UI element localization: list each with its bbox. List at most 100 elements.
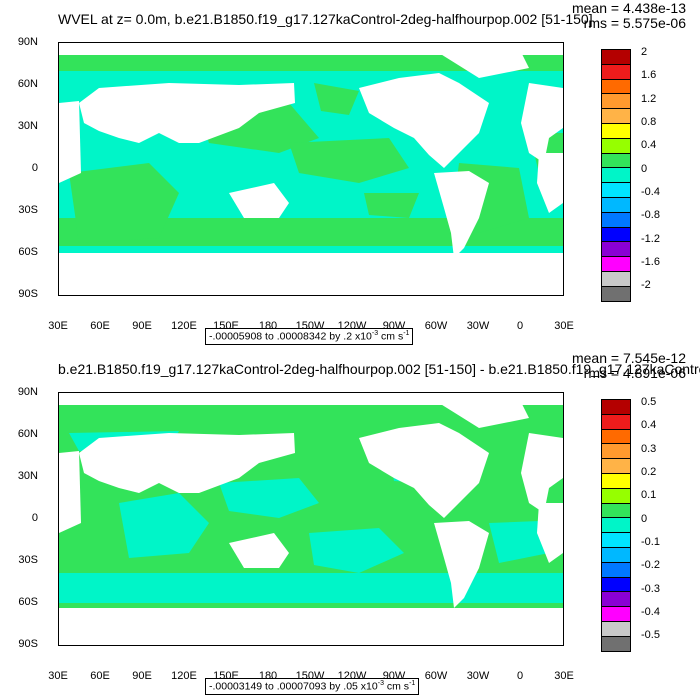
land-masses bbox=[59, 393, 563, 645]
lat-label: 90S bbox=[18, 288, 38, 300]
colorbar-box bbox=[601, 517, 631, 534]
colorbar-label: -0.2 bbox=[641, 559, 660, 571]
colorbar-label: 0.8 bbox=[641, 116, 657, 128]
panel-title: b.e21.B1850.f19_g17.127kaControl-2deg-ha… bbox=[58, 361, 700, 377]
colorbar-box bbox=[601, 591, 631, 608]
rms-stat: rms = 5.575e-06 bbox=[583, 15, 686, 31]
colorbar-box bbox=[601, 167, 631, 184]
colorbar-label: -1.6 bbox=[641, 256, 660, 268]
colorbar-box bbox=[601, 606, 631, 622]
colorbar-box bbox=[601, 532, 631, 548]
colorbar-box bbox=[601, 413, 631, 430]
mean-stat: mean = 4.438e-13 bbox=[571, 0, 686, 16]
lon-label: 120E bbox=[171, 320, 197, 332]
colorbar-box bbox=[601, 49, 631, 65]
lat-label: 30S bbox=[18, 554, 38, 566]
lon-label: 30E bbox=[554, 670, 574, 682]
lat-label: 0 bbox=[31, 162, 38, 174]
colorbar-box bbox=[601, 428, 631, 445]
colorbar-label: -0.5 bbox=[641, 629, 660, 641]
map-field bbox=[59, 43, 563, 295]
colorbar-box bbox=[601, 399, 631, 415]
lon-label: 30E bbox=[554, 320, 574, 332]
colorbar-box bbox=[601, 211, 631, 228]
colorbar-box bbox=[601, 635, 631, 652]
colorbar-box bbox=[601, 546, 631, 563]
colorbar-box bbox=[601, 93, 631, 110]
colorbar-label: 0.5 bbox=[641, 396, 657, 408]
colorbar-label: 0 bbox=[641, 513, 648, 525]
lon-label: 30E bbox=[48, 670, 68, 682]
lat-label: 0 bbox=[31, 512, 38, 524]
colorbar-box bbox=[601, 122, 631, 139]
lat-label: 30N bbox=[17, 120, 38, 132]
lon-label: 60W bbox=[424, 320, 448, 332]
colorbar-label: 0.4 bbox=[641, 419, 657, 431]
colorbar-box bbox=[601, 561, 631, 578]
map-plot bbox=[58, 42, 564, 296]
colorbar-label: 0 bbox=[641, 163, 648, 175]
lat-label: 60S bbox=[18, 246, 38, 258]
lat-label: 90S bbox=[18, 638, 38, 650]
colorbar-box bbox=[601, 63, 631, 80]
lat-label: 30S bbox=[18, 204, 38, 216]
colorbar-box bbox=[601, 472, 631, 489]
lon-label: 60E bbox=[90, 670, 110, 682]
land-masses bbox=[59, 43, 563, 295]
colorbar-label: -0.8 bbox=[641, 209, 660, 221]
lon-label: 60E bbox=[90, 320, 110, 332]
map-field bbox=[59, 393, 563, 645]
rms-stat: rms = 4.891e-06 bbox=[583, 365, 686, 381]
colorbar-box bbox=[601, 226, 631, 243]
colorbar-box bbox=[601, 576, 631, 593]
colorbar bbox=[601, 399, 631, 652]
colorbar-label: -2 bbox=[641, 279, 651, 291]
colorbar-box bbox=[601, 137, 631, 154]
colorbar-label: 0.2 bbox=[641, 466, 657, 478]
lon-label: 120E bbox=[171, 670, 197, 682]
lon-label: 60W bbox=[424, 670, 448, 682]
colorbar-label: -0.1 bbox=[641, 536, 660, 548]
colorbar-label: 1.6 bbox=[641, 69, 657, 81]
colorbar-box bbox=[601, 182, 631, 198]
lon-label: 30W bbox=[466, 670, 490, 682]
colorbar-box bbox=[601, 620, 631, 637]
lon-label: 30E bbox=[48, 320, 68, 332]
colorbar-box bbox=[601, 256, 631, 272]
lon-label: 0 bbox=[516, 670, 524, 682]
colorbar-label: 2 bbox=[641, 46, 648, 58]
panel-title: WVEL at z= 0.0m, b.e21.B1850.f19_g17.127… bbox=[58, 11, 593, 27]
panel-bottom: b.e21.B1850.f19_g17.127kaControl-2deg-ha… bbox=[0, 350, 700, 700]
colorbar-label: 0.4 bbox=[641, 139, 657, 151]
colorbar bbox=[601, 49, 631, 302]
colorbar-box bbox=[601, 196, 631, 213]
lon-label: 90E bbox=[132, 320, 152, 332]
colorbar-label: -0.4 bbox=[641, 186, 660, 198]
colorbar-label: -0.4 bbox=[641, 606, 660, 618]
colorbar-box bbox=[601, 152, 631, 169]
lat-label: 60N bbox=[17, 78, 38, 90]
lat-label: 30N bbox=[17, 470, 38, 482]
colorbar-box bbox=[601, 487, 631, 504]
colorbar-box bbox=[601, 108, 631, 124]
colorbar-label: -0.3 bbox=[641, 583, 660, 595]
lat-label: 60S bbox=[18, 596, 38, 608]
colorbar-label: 0.3 bbox=[641, 443, 657, 455]
panel-top: WVEL at z= 0.0m, b.e21.B1850.f19_g17.127… bbox=[17, 0, 686, 345]
mean-stat: mean = 7.545e-12 bbox=[571, 350, 686, 366]
colorbar-box bbox=[601, 285, 631, 302]
colorbar-box bbox=[601, 78, 631, 95]
lon-label: 0 bbox=[516, 320, 524, 332]
colorbar-box bbox=[601, 270, 631, 287]
colorbar-box bbox=[601, 458, 631, 474]
contour-range-box: -.00005908 to .00008342 by .2 x10-3 cm s… bbox=[205, 328, 414, 345]
lat-label: 60N bbox=[17, 428, 38, 440]
lat-label: 90N bbox=[17, 386, 38, 398]
contour-range-box: -.00003149 to .00007093 by .05 x10-3 cm … bbox=[205, 678, 420, 695]
colorbar-label: -1.2 bbox=[641, 233, 660, 245]
colorbar-box bbox=[601, 502, 631, 519]
colorbar-label: 1.2 bbox=[641, 93, 657, 105]
map-plot bbox=[58, 392, 564, 646]
lat-label: 90N bbox=[17, 36, 38, 48]
colorbar-label: 0.1 bbox=[641, 489, 657, 501]
